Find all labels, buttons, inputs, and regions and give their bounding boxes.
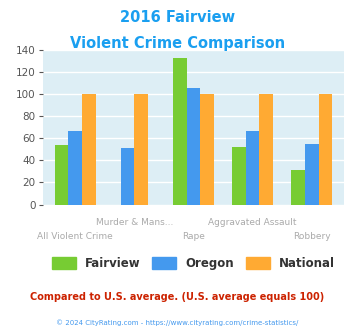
Bar [319, 94, 332, 205]
Bar [55, 145, 68, 205]
Text: 2016 Fairview: 2016 Fairview [120, 10, 235, 25]
Bar [200, 94, 214, 205]
Text: Murder & Mans...: Murder & Mans... [95, 218, 173, 227]
Bar [291, 170, 305, 205]
Bar [260, 94, 273, 205]
Bar [246, 131, 260, 205]
Bar [173, 58, 187, 205]
Text: All Violent Crime: All Violent Crime [37, 232, 113, 241]
Text: Violent Crime Comparison: Violent Crime Comparison [70, 36, 285, 51]
Bar [232, 147, 246, 205]
Bar [305, 144, 319, 205]
Text: Aggravated Assault: Aggravated Assault [208, 218, 297, 227]
Bar [69, 131, 82, 205]
Bar [121, 148, 134, 205]
Text: Robbery: Robbery [293, 232, 331, 241]
Text: Compared to U.S. average. (U.S. average equals 100): Compared to U.S. average. (U.S. average … [31, 292, 324, 302]
Text: © 2024 CityRating.com - https://www.cityrating.com/crime-statistics/: © 2024 CityRating.com - https://www.city… [56, 319, 299, 326]
Bar [187, 88, 200, 205]
Bar [82, 94, 95, 205]
Legend: Fairview, Oregon, National: Fairview, Oregon, National [47, 252, 340, 275]
Bar [134, 94, 148, 205]
Text: Rape: Rape [182, 232, 205, 241]
